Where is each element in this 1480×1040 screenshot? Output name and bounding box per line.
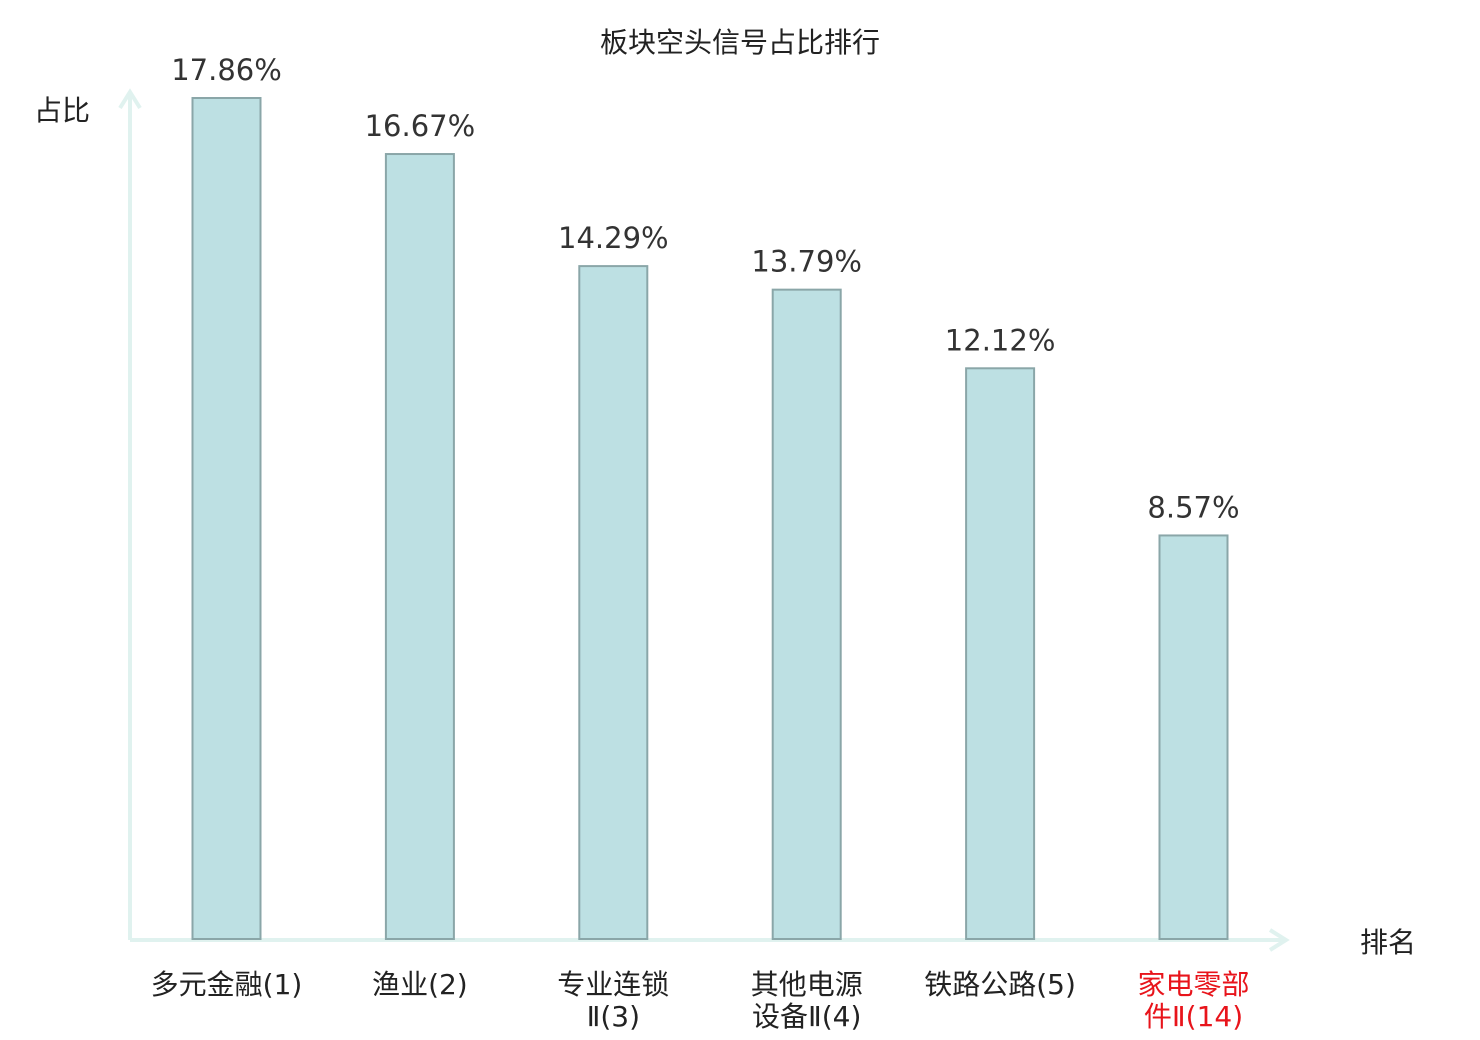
bar-2 [384, 153, 455, 940]
y-axis-label: 占比 [34, 94, 90, 127]
bar-value-label-3: 14.29% [558, 221, 669, 255]
bar-value-label-4: 13.79% [751, 245, 862, 279]
bar-3 [578, 265, 649, 940]
category-label-1-line-1: 多元金融(1) [151, 968, 303, 1001]
category-label-3-line-2: Ⅱ(3) [587, 1000, 640, 1033]
bar-value-label-1: 17.86% [171, 53, 282, 87]
category-label-6-line-1: 家电零部 [1137, 968, 1249, 1001]
value-labels-group: 17.86% 16.67% 14.29% 13.79% 12.12% 8.57% [171, 53, 1239, 524]
category-label-3-line-1: 专业连锁 [557, 968, 669, 1001]
bars-group [191, 97, 1229, 940]
chart-title: 板块空头信号占比排行 [600, 26, 880, 59]
x-axis-label: 排名 [1360, 926, 1416, 959]
x-axis-arrow [1268, 928, 1290, 952]
bar-value-label-6: 8.57% [1147, 490, 1239, 524]
category-label-6-line-2: 件Ⅱ(14) [1144, 1000, 1243, 1033]
bar-value-label-5: 12.12% [945, 323, 1056, 357]
bar-4 [771, 288, 842, 940]
category-label-2-line-1: 渔业(2) [372, 968, 468, 1001]
y-axis-arrow [118, 88, 142, 110]
category-label-4-line-1: 其他电源 [751, 968, 863, 1001]
category-label-5-line-1: 铁路公路(5) [924, 968, 1076, 1001]
bar-1 [191, 97, 262, 940]
bar-6 [1158, 534, 1229, 940]
bar-5 [965, 367, 1036, 940]
category-label-4-line-2: 设备Ⅱ(4) [752, 1000, 861, 1033]
bar-value-label-2: 16.67% [365, 109, 476, 143]
